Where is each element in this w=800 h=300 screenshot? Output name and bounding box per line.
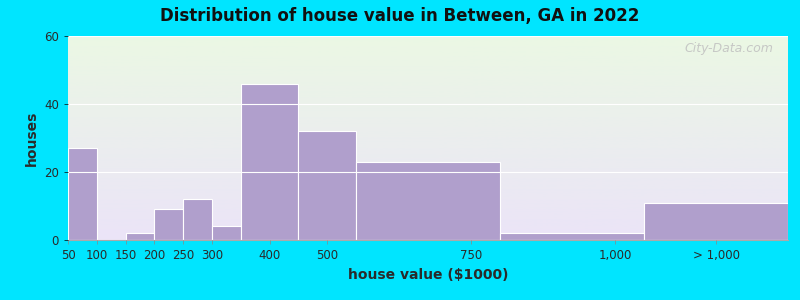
X-axis label: house value ($1000): house value ($1000) — [348, 268, 508, 282]
Text: City-Data.com: City-Data.com — [685, 42, 774, 55]
Bar — [500, 233, 644, 240]
Bar — [241, 84, 298, 240]
Bar — [154, 209, 183, 240]
Bar — [212, 226, 241, 240]
Y-axis label: houses: houses — [25, 110, 38, 166]
Bar — [356, 162, 500, 240]
Bar — [68, 148, 97, 240]
Bar — [183, 199, 212, 240]
Bar — [644, 202, 788, 240]
Text: Distribution of house value in Between, GA in 2022: Distribution of house value in Between, … — [160, 8, 640, 26]
Bar — [126, 233, 154, 240]
Bar — [298, 131, 356, 240]
